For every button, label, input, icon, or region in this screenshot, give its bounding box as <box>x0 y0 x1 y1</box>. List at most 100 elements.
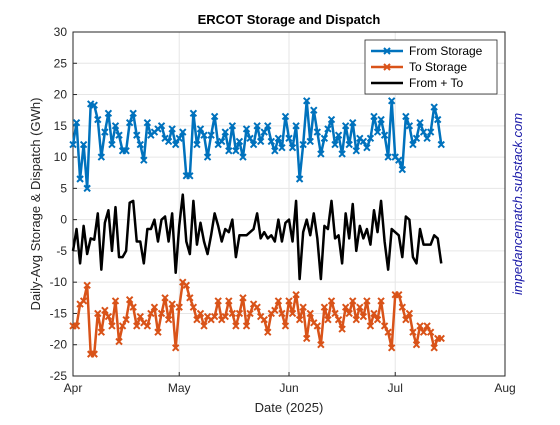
legend: From Storage To Storage From + To <box>364 39 498 95</box>
data-point <box>370 112 378 121</box>
data-point <box>196 125 205 133</box>
data-point <box>384 153 392 161</box>
data-point <box>264 328 272 336</box>
data-point <box>133 322 141 330</box>
data-point <box>260 128 268 136</box>
legend-label: To Storage <box>409 60 467 74</box>
data-point <box>150 303 159 311</box>
y-tick-label: 20 <box>54 88 68 102</box>
data-point <box>168 125 176 133</box>
data-point <box>419 128 428 136</box>
legend-marker <box>383 47 391 55</box>
data-point <box>416 118 424 127</box>
data-point <box>384 328 392 336</box>
data-point <box>242 125 251 133</box>
data-point <box>341 122 350 130</box>
data-point <box>334 131 343 139</box>
data-point <box>356 303 364 311</box>
data-point <box>288 144 297 152</box>
data-point <box>79 297 88 305</box>
data-point <box>115 131 123 139</box>
data-point <box>228 122 237 130</box>
data-point <box>395 156 403 164</box>
data-point <box>380 322 389 330</box>
data-point <box>274 297 283 305</box>
data-point <box>317 150 325 158</box>
data-point <box>405 122 414 130</box>
data-point <box>310 106 318 114</box>
data-point <box>334 316 343 324</box>
data-point <box>175 134 183 143</box>
data-point <box>285 297 293 305</box>
data-point <box>218 137 226 146</box>
data-point <box>352 316 360 324</box>
y-tick-label: -25 <box>50 369 68 383</box>
data-point <box>125 295 134 304</box>
data-point <box>320 303 329 311</box>
data-point <box>352 147 360 155</box>
data-point <box>157 309 166 318</box>
data-point <box>143 118 152 127</box>
data-point <box>193 140 201 149</box>
data-point <box>363 297 371 305</box>
data-point <box>359 137 368 146</box>
data-point <box>239 294 247 302</box>
data-point <box>225 297 233 305</box>
legend-label: From + To <box>409 76 463 90</box>
data-point <box>111 297 120 305</box>
data-point <box>317 341 325 349</box>
data-point <box>366 322 375 330</box>
data-point <box>161 294 169 302</box>
data-point <box>416 322 424 330</box>
data-point <box>306 137 314 146</box>
data-point <box>253 303 261 311</box>
data-point <box>327 297 336 305</box>
data-point <box>271 147 279 155</box>
data-point <box>171 140 180 149</box>
data-point <box>203 153 212 161</box>
data-point <box>324 316 332 324</box>
data-point <box>281 322 290 330</box>
data-point <box>200 322 208 330</box>
data-point <box>232 147 240 155</box>
data-point <box>104 109 113 118</box>
data-point <box>292 290 300 299</box>
data-point <box>246 309 254 318</box>
data-point <box>125 118 134 127</box>
data-point <box>423 322 431 330</box>
data-point <box>430 103 438 111</box>
data-point <box>271 306 279 315</box>
data-point <box>94 115 102 124</box>
data-point <box>313 128 322 136</box>
data-point <box>97 153 106 161</box>
legend-marker <box>383 63 391 71</box>
chart-title: ERCOT Storage and Dispatch <box>198 12 381 27</box>
data-point <box>380 131 389 139</box>
data-point <box>129 303 137 311</box>
data-point <box>186 294 194 302</box>
data-point <box>260 316 268 324</box>
x-tick-label: Jun <box>279 381 298 395</box>
data-point <box>419 328 428 336</box>
data-point <box>426 328 435 336</box>
data-point <box>366 134 375 143</box>
data-point <box>232 322 240 330</box>
data-point <box>285 134 293 143</box>
data-point <box>235 137 244 146</box>
legend-label: From Storage <box>409 44 483 58</box>
data-point <box>72 118 81 127</box>
y-tick-label: -15 <box>50 306 68 320</box>
y-tick-label: 30 <box>54 25 68 39</box>
y-tick-label: -5 <box>56 244 67 258</box>
data-point <box>129 109 137 118</box>
data-point <box>157 122 166 130</box>
data-point <box>182 281 191 290</box>
data-point <box>164 316 173 324</box>
data-point <box>221 128 229 136</box>
data-point <box>196 309 205 318</box>
data-point <box>108 140 116 149</box>
data-point <box>398 165 407 174</box>
data-point <box>327 115 336 124</box>
data-point <box>306 309 314 318</box>
data-point <box>83 184 91 193</box>
